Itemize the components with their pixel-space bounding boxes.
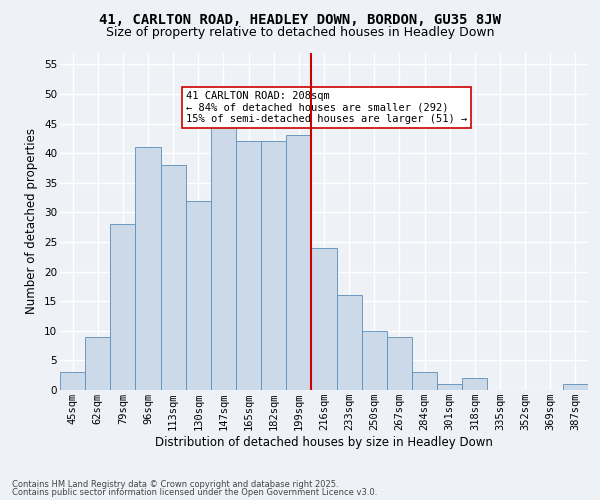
Text: 41, CARLTON ROAD, HEADLEY DOWN, BORDON, GU35 8JW: 41, CARLTON ROAD, HEADLEY DOWN, BORDON, … xyxy=(99,12,501,26)
Bar xyxy=(387,336,412,390)
Text: Contains public sector information licensed under the Open Government Licence v3: Contains public sector information licen… xyxy=(12,488,377,497)
Y-axis label: Number of detached properties: Number of detached properties xyxy=(25,128,38,314)
Bar xyxy=(462,378,487,390)
Text: Contains HM Land Registry data © Crown copyright and database right 2025.: Contains HM Land Registry data © Crown c… xyxy=(12,480,338,489)
Bar xyxy=(161,165,186,390)
Bar xyxy=(286,136,311,390)
Bar xyxy=(362,331,387,390)
Bar xyxy=(211,118,236,390)
Bar xyxy=(311,248,337,390)
Text: 41 CARLTON ROAD: 208sqm
← 84% of detached houses are smaller (292)
15% of semi-d: 41 CARLTON ROAD: 208sqm ← 84% of detache… xyxy=(186,91,467,124)
Text: Size of property relative to detached houses in Headley Down: Size of property relative to detached ho… xyxy=(106,26,494,39)
Bar xyxy=(563,384,588,390)
Bar xyxy=(136,147,161,390)
Bar xyxy=(85,336,110,390)
Bar xyxy=(261,142,286,390)
X-axis label: Distribution of detached houses by size in Headley Down: Distribution of detached houses by size … xyxy=(155,436,493,449)
Bar xyxy=(437,384,462,390)
Bar xyxy=(337,296,362,390)
Bar xyxy=(236,142,261,390)
Bar xyxy=(412,372,437,390)
Bar xyxy=(60,372,85,390)
Bar xyxy=(110,224,136,390)
Bar xyxy=(186,200,211,390)
